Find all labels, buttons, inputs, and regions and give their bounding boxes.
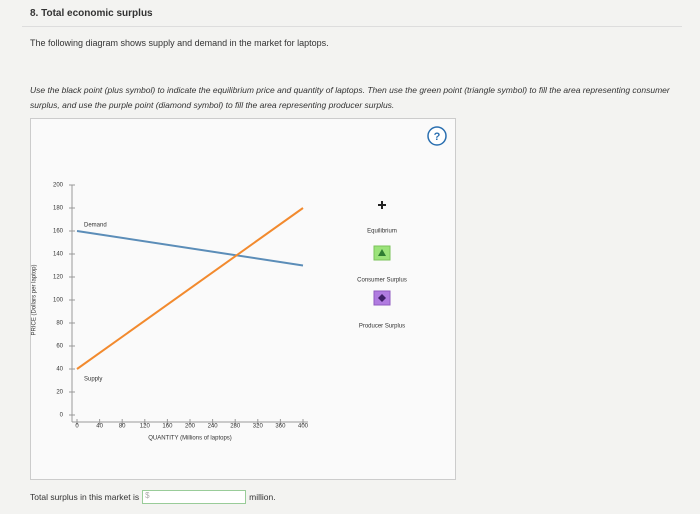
series-line	[76, 230, 304, 267]
y-axis-label: PRICE (Dollars per laptop)	[32, 264, 38, 335]
x-tick-label: 400	[298, 424, 309, 430]
x-axis-label: QUANTITY (Millions of laptops)	[148, 436, 232, 442]
x-tick-label: 360	[275, 424, 286, 430]
y-tick-label: 180	[53, 206, 64, 212]
x-tick-label: 240	[208, 424, 219, 430]
answer-row: Total surplus in this market is $ millio…	[30, 490, 276, 504]
diamond-icon	[378, 294, 386, 302]
y-tick-label: 140	[53, 252, 64, 258]
instructions: Use the black point (plus symbol) to ind…	[30, 85, 670, 110]
help-button[interactable]	[427, 126, 447, 146]
x-tick-label: 80	[119, 424, 126, 430]
currency: $	[145, 491, 150, 500]
y-tick-label: 120	[53, 275, 64, 281]
series-label: Supply	[84, 377, 102, 383]
description: The following diagram shows supply and d…	[30, 38, 329, 48]
x-tick-label: 120	[140, 424, 151, 430]
equilibrium-tool[interactable]	[378, 201, 386, 209]
answer-input[interactable]: $	[142, 490, 247, 504]
chart: ? PRICE (Dollars per laptop) QUANTITY (M…	[32, 126, 447, 442]
y-tick-label: 0	[60, 413, 64, 419]
separator	[22, 26, 682, 27]
y-tick-label: 160	[53, 229, 64, 235]
answer-prefix: Total surplus in this market is	[30, 492, 140, 502]
series-line	[76, 207, 304, 370]
tool-label: Equilibrium	[367, 229, 397, 235]
x-tick-label: 320	[253, 424, 264, 430]
x-tick-label: 280	[230, 424, 241, 430]
help-icon[interactable]: ?	[434, 131, 441, 143]
y-tick-label: 200	[53, 183, 64, 189]
x-tick-label: 160	[162, 424, 173, 430]
tool-label: Producer Surplus	[359, 324, 405, 330]
y-tick-label: 100	[53, 298, 64, 304]
y-tick-label: 60	[56, 344, 63, 350]
series-label: Demand	[84, 223, 107, 229]
section-title: 8. Total economic surplus	[30, 8, 153, 19]
y-tick-label: 20	[56, 390, 63, 396]
answer-suffix: million.	[249, 492, 276, 502]
y-tick-label: 80	[56, 321, 63, 327]
triangle-icon	[378, 249, 386, 256]
tool-label: Consumer Surplus	[357, 278, 407, 284]
x-tick-label: 40	[96, 424, 103, 430]
x-tick-label: 200	[185, 424, 196, 430]
y-tick-label: 40	[56, 367, 63, 373]
x-tick-label: 0	[75, 424, 79, 430]
